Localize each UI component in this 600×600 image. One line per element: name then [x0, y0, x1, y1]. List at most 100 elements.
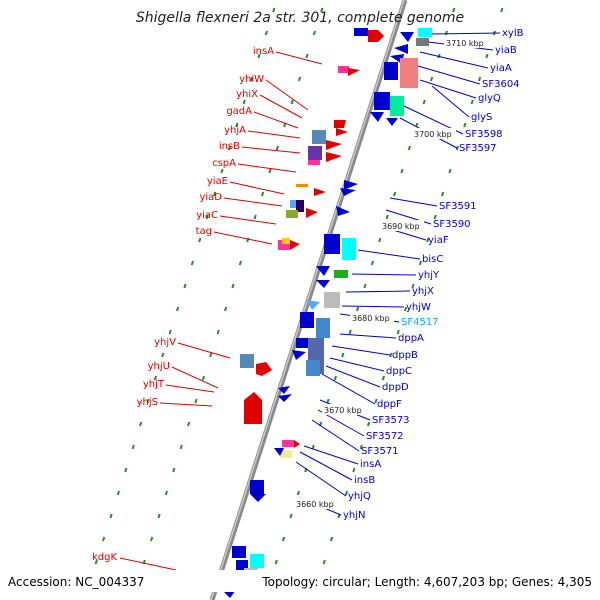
gene-feature [290, 240, 300, 250]
track-tick [205, 214, 209, 220]
track-tick [305, 53, 309, 59]
gene-label: SF3604 [482, 79, 520, 90]
track-tick [264, 30, 268, 36]
gene-feature [400, 32, 414, 42]
gene-label: insA [253, 46, 274, 57]
track-tick [257, 53, 261, 59]
track-tick [426, 237, 430, 243]
gene-feature [236, 560, 248, 570]
track-tick [463, 122, 467, 128]
leader-line [159, 402, 213, 407]
gene-feature [348, 68, 360, 76]
gene-feature [384, 62, 398, 80]
gene-label: bisC [422, 254, 443, 265]
left-gene-labels: insA yhiW yhiX gadA yhjA insB cspA yiaE … [92, 46, 274, 563]
leader-line [295, 461, 347, 497]
gene-feature [374, 92, 390, 110]
track-tick [370, 260, 374, 266]
gene-feature [250, 494, 266, 502]
gene-label: glyS [471, 112, 492, 123]
leader-line [241, 146, 301, 154]
kbp-marker-3660: 3660 kbp [296, 500, 334, 509]
track-tick [146, 398, 150, 404]
leader-line [345, 290, 411, 293]
track-tick [330, 536, 334, 542]
leader-line [321, 373, 376, 405]
gene-feature [316, 280, 330, 288]
leader-line [247, 130, 301, 139]
gene-feature [370, 112, 384, 122]
track-tick [172, 467, 176, 473]
leader-line [303, 445, 359, 465]
gene-feature [274, 448, 284, 456]
track-tick [378, 237, 382, 243]
track-tick [194, 398, 198, 404]
track-tick [352, 467, 356, 473]
track-tick [297, 76, 302, 82]
track-tick [312, 30, 316, 36]
leader-line [177, 342, 231, 359]
track-tick [190, 260, 194, 266]
leader-line [419, 51, 489, 69]
gene-feature [416, 38, 429, 46]
leader-line [351, 273, 417, 276]
gene-feature [300, 312, 314, 328]
gene-feature [394, 44, 408, 54]
track-tick [400, 168, 404, 174]
gene-label: yhjS [137, 397, 158, 408]
track-tick [356, 306, 360, 312]
track-tick [385, 214, 389, 220]
track-tick [500, 7, 504, 13]
leader-line [213, 231, 273, 245]
gene-feature [312, 130, 326, 144]
leader-line [237, 163, 297, 173]
leader-line [417, 65, 481, 85]
gene-label: SF4517 [401, 317, 439, 328]
track-tick [477, 76, 482, 82]
gene-feature [290, 200, 298, 208]
map-title: Shigella flexneri 2a str. 301, complete … [136, 10, 464, 26]
gene-feature [400, 58, 418, 88]
leader-line [389, 197, 438, 207]
gene-feature [306, 360, 320, 376]
gene-label: yiaA [490, 63, 512, 74]
gene-feature [368, 30, 384, 42]
track-tick [441, 191, 445, 197]
track-tick [213, 191, 217, 197]
gene-label: kdgK [92, 552, 117, 563]
gene-feature [286, 210, 298, 218]
track-tick [242, 99, 246, 105]
gene-feature [306, 208, 318, 218]
track-tick [220, 168, 224, 174]
leader-line [229, 181, 285, 195]
kbp-markers: 3710 kbp 3700 kbp 3690 kbp 3680 kbp 3670… [294, 37, 488, 509]
gene-feature [280, 450, 292, 458]
track-tick [268, 168, 272, 174]
gene-label: yiaB [495, 45, 517, 56]
gene-label: insA [360, 459, 381, 470]
track-tick [139, 421, 143, 427]
backbone-highlight [210, 0, 405, 600]
gene-label: yhjA [224, 125, 246, 136]
leader-line [431, 32, 501, 35]
gene-label: yhjY [418, 270, 440, 281]
gene-label: yiaF [428, 235, 449, 246]
track-tick [407, 145, 411, 151]
gene-feature [324, 292, 340, 308]
leader-line [329, 357, 385, 372]
track-tick [235, 122, 239, 128]
gene-label: dppB [392, 350, 418, 361]
track-tick [94, 559, 98, 565]
gene-feature [390, 96, 404, 116]
gene-feature [232, 546, 246, 558]
gene-feature [282, 238, 290, 244]
gene-label: cspA [212, 158, 236, 169]
gene-label: glyQ [478, 93, 501, 104]
gene-feature [296, 200, 304, 212]
track-tick [448, 168, 452, 174]
leader-line [299, 451, 353, 481]
footer-background [0, 570, 600, 592]
track-tick [470, 99, 474, 105]
track-tick [411, 283, 415, 289]
gene-label: yhiW [239, 74, 264, 85]
